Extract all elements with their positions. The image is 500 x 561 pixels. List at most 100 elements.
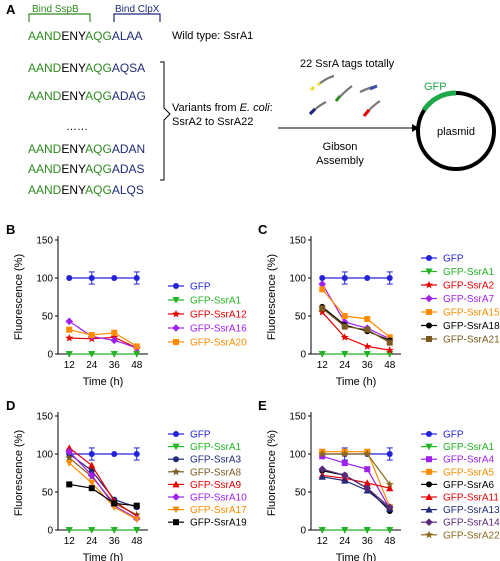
legend-entry: GFP-SsrA6 [443, 480, 495, 491]
panel-letter: D [6, 398, 15, 413]
data-point [385, 346, 394, 354]
legend-marker [172, 309, 180, 318]
panel-a-letter: A [6, 2, 16, 17]
y-tick-label: 0 [300, 526, 306, 537]
data-point [110, 351, 118, 358]
data-point [364, 275, 371, 281]
data-point [363, 479, 371, 486]
legend-entry: GFP-SsrA14 [443, 518, 500, 529]
data-point [340, 471, 349, 480]
data-point [341, 323, 348, 330]
y-axis-label: Fluorescence (%) [13, 430, 25, 516]
legend-entry: GFP-SsrA10 [190, 493, 247, 504]
series-line [321, 283, 391, 340]
variants-brace [160, 61, 171, 181]
panel-letter: C [258, 222, 268, 237]
series-gfp-ssra13 [318, 473, 394, 512]
y-tick-label: 50 [295, 488, 307, 499]
data-point [65, 447, 74, 456]
legend-marker [426, 322, 432, 329]
x-tick-label: 12 [317, 536, 329, 547]
legend-entry: GFP-SsrA17 [190, 505, 247, 516]
data-point [318, 473, 326, 480]
gibson-label-2: Assembly [316, 155, 364, 167]
series-line [68, 453, 137, 508]
data-point [88, 485, 95, 492]
x-axis-label: Time (h) [83, 376, 124, 388]
legend-entry: GFP [443, 254, 464, 265]
data-point [66, 481, 73, 488]
legend-entry: GFP-SsrA9 [190, 480, 242, 491]
data-point [65, 444, 73, 451]
legend-marker [425, 518, 433, 526]
legend-entry: GFP-SsrA22 [443, 530, 500, 541]
data-point [318, 280, 327, 288]
clpx-bracket [113, 13, 161, 22]
x-tick-label: 12 [64, 536, 76, 547]
data-point [87, 471, 96, 480]
data-point [318, 465, 327, 473]
wild-type-label: Wild type: SsrA1 [172, 30, 253, 42]
legend: GFP GFP-SsrA1 GFP-SsrA12 GFP-SsrA16 GFP-SsrA… [168, 282, 247, 349]
data-point [386, 275, 393, 281]
legend-entry: GFP-SsrA3 [190, 455, 242, 466]
data-point [88, 479, 96, 487]
series-gfp-ssra21 [319, 305, 393, 346]
data-point [88, 467, 95, 474]
legend-marker [173, 456, 179, 463]
data-point [133, 451, 140, 457]
legend-entry: GFP-SsrA21 [443, 335, 500, 346]
series-gfp [66, 271, 140, 285]
legend-entry: GFP-SsrA12 [190, 310, 247, 321]
x-tick-label: 12 [317, 360, 329, 371]
series-gfp [66, 447, 140, 461]
data-point [65, 333, 74, 342]
chart-panels: B 0 50 100 150 12 24 36 48 Time (h) Fluorescence (… [6, 222, 500, 561]
legend-entry: GFP-SsrA19 [190, 518, 247, 529]
series-line [321, 289, 391, 338]
series-gfp-ssra16 [65, 317, 141, 352]
y-axis-label: Fluorescence (%) [13, 254, 25, 340]
x-tick-label: 36 [362, 536, 374, 547]
legend: GFP GFP-SsrA1 GFP-SsrA2 GFP-SsrA7 GFP-SsrA15… [421, 254, 500, 346]
y-tick-label: 0 [47, 350, 53, 361]
x-tick-label: 24 [86, 360, 98, 371]
data-point [319, 453, 326, 460]
legend-marker [173, 431, 179, 437]
y-axis-label: Fluorescence (%) [266, 254, 278, 340]
series-line [68, 447, 138, 517]
series-gfp-ssra1 [318, 527, 394, 534]
x-tick-label: 48 [384, 360, 396, 371]
data-point [385, 480, 394, 488]
chart-c: C 0 50 100 150 12 24 36 48 Time (h) Fluorescence (… [258, 222, 500, 388]
data-point [340, 318, 349, 326]
legend-marker [173, 519, 179, 526]
chart-e: E 0 50 100 150 12 24 36 48 Time (h) Fluorescence (… [258, 398, 500, 561]
legend-entry: GFP-SsrA16 [190, 324, 247, 335]
series-gfp-ssra7 [318, 280, 394, 343]
plasmid-gfp-segment [421, 90, 457, 112]
series-gfp-ssra15 [319, 286, 393, 341]
legend-marker [425, 530, 433, 539]
series-line [321, 307, 391, 344]
legend-entry: GFP-SsrA1 [443, 267, 495, 278]
legend-entry: GFP-SsrA13 [443, 505, 500, 516]
sequence-row: AANDENYAQGADAN [28, 142, 145, 156]
legend-marker [426, 481, 432, 488]
series-gfp-ssra1 [65, 527, 141, 534]
legend-entry: GFP-SsrA18 [443, 321, 500, 332]
bind-clpx-label: Bind ClpX [115, 4, 160, 15]
gibson-label-1: Gibson [323, 141, 358, 153]
legend-marker [425, 443, 433, 451]
variants-line-1: Variants from E. coli: [172, 102, 273, 114]
x-tick-label: 36 [109, 360, 121, 371]
data-point [341, 351, 349, 358]
variants-line-2: SsrA2 to SsrA22 [172, 116, 253, 128]
series-line [322, 453, 391, 485]
data-point [66, 275, 73, 281]
legend-marker [425, 268, 433, 276]
data-point [65, 527, 73, 534]
series-line [68, 462, 138, 520]
series-line [68, 320, 137, 349]
